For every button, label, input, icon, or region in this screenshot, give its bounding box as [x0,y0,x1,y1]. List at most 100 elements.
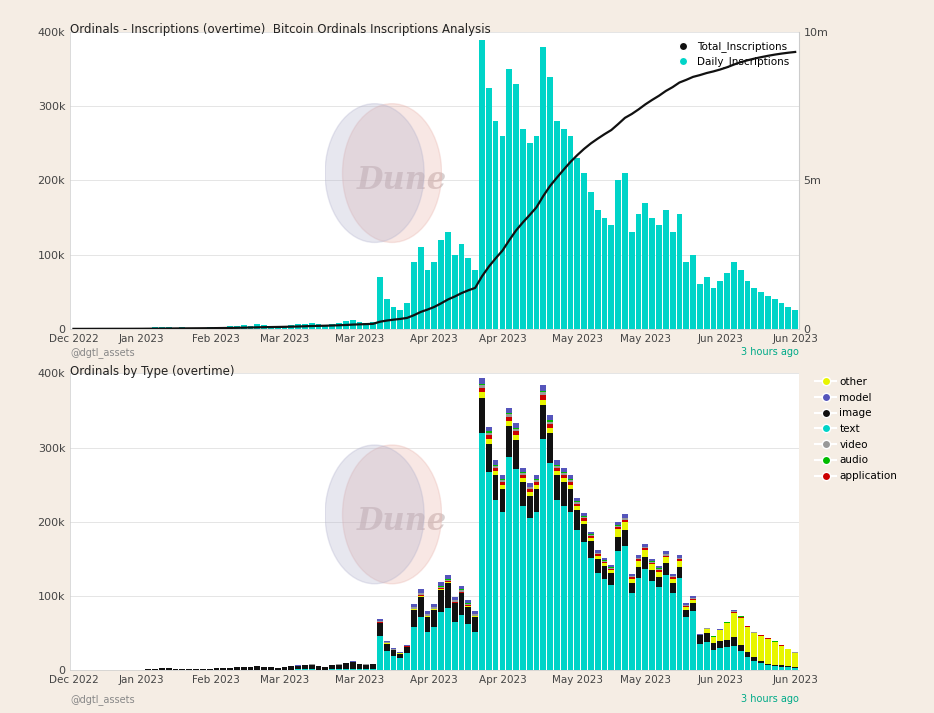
Bar [581,524,587,543]
Bar [275,327,280,329]
Bar [152,327,158,329]
Bar [343,663,348,669]
Bar [248,667,253,670]
Bar [438,585,444,587]
Bar [473,612,478,614]
Bar [459,586,464,589]
Bar [397,654,403,658]
Bar [560,478,567,482]
Bar [676,578,683,670]
Bar [493,468,499,471]
Bar [282,667,288,670]
Bar [703,632,710,642]
Bar [520,468,526,472]
Bar [676,567,683,578]
Bar [731,612,737,613]
Bar [200,669,205,670]
Bar [465,258,472,329]
Bar [636,567,642,578]
Bar [554,461,559,465]
Bar [520,506,526,670]
Bar [684,617,689,670]
Bar [445,232,451,329]
Bar [322,325,328,329]
Bar [554,121,559,329]
Bar [684,610,689,617]
Bar [479,392,485,398]
Bar [330,665,335,670]
Bar [581,517,587,518]
Bar [506,414,512,417]
Bar [459,593,464,615]
Bar [765,665,771,670]
Bar [452,622,458,670]
Bar [670,593,675,670]
Bar [744,657,750,670]
Bar [486,433,491,435]
Bar [459,244,464,329]
Bar [601,579,607,670]
Bar [731,262,737,329]
Bar [656,566,662,568]
Bar [568,489,573,512]
Bar [425,270,431,329]
Bar [541,405,546,439]
Bar [302,324,308,329]
Bar [541,439,546,670]
Bar [758,635,764,636]
Bar [711,288,716,329]
Bar [636,559,642,561]
Bar [717,641,723,648]
Bar [554,466,559,468]
Bar [390,307,396,329]
Bar [771,299,778,329]
Bar [384,644,389,651]
Bar [425,632,431,670]
Bar [438,587,444,588]
Bar [541,399,546,405]
Bar [330,324,335,329]
Bar [711,643,716,650]
Bar [506,417,512,421]
Bar [588,192,594,329]
Bar [731,646,737,670]
Bar [452,597,458,600]
Bar [697,635,702,644]
Bar [384,641,389,642]
Bar [336,323,342,329]
Bar [533,489,539,512]
Bar [765,639,771,664]
Legend: other, model, image, text, video, audio, application: other, model, image, text, video, audio,… [811,373,901,486]
Bar [513,84,519,329]
Bar [465,600,472,603]
Bar [486,435,491,438]
Bar [547,421,553,424]
Bar [779,646,785,665]
Bar [465,607,472,625]
Bar [601,563,607,565]
Bar [417,617,424,670]
Bar [724,647,730,670]
Bar [452,603,458,622]
Bar [711,637,716,643]
Bar [432,604,437,607]
Bar [724,273,730,329]
Bar [473,270,478,329]
Bar [541,386,546,391]
Bar [622,514,628,518]
Bar [608,570,615,573]
Bar [616,525,621,527]
Bar [601,565,607,579]
Bar [717,648,723,670]
Bar [377,277,383,329]
Bar [560,468,567,472]
Bar [241,667,247,670]
Bar [738,617,743,618]
Bar [173,327,178,329]
Bar [166,327,172,329]
Bar [411,627,417,670]
Bar [588,532,594,534]
Bar [533,480,539,482]
Bar [390,656,396,670]
Bar [152,669,158,670]
